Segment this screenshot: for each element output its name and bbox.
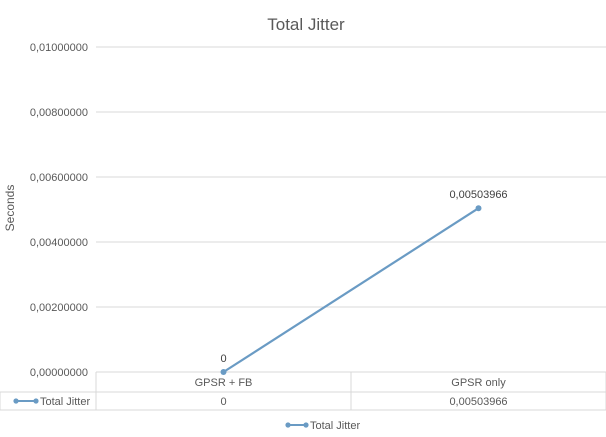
chart-title: Total Jitter xyxy=(267,15,345,34)
data-point xyxy=(475,205,482,212)
y-tick-label: 0,01000000 xyxy=(30,42,88,54)
data-label: 0,00503966 xyxy=(449,189,507,201)
y-tick-label: 0,00600000 xyxy=(30,172,88,184)
legend: Total Jitter xyxy=(285,420,360,432)
y-axis-label: Seconds xyxy=(3,185,17,232)
table-cell-value: 0,00503966 xyxy=(449,396,507,408)
table-legend-key-marker xyxy=(33,398,39,404)
series-line xyxy=(222,207,480,373)
y-tick-label: 0,00000000 xyxy=(30,367,88,379)
gridlines xyxy=(96,46,606,373)
y-tick-label: 0,00800000 xyxy=(30,107,88,119)
data-label: 0 xyxy=(220,353,226,365)
table-legend-key-marker xyxy=(13,398,19,404)
table-cell-value: 0 xyxy=(220,396,226,408)
legend-key-marker xyxy=(303,422,309,428)
legend-entry: Total Jitter xyxy=(310,420,360,432)
y-tick-label: 0,00200000 xyxy=(30,302,88,314)
table-row-label: Total Jitter xyxy=(40,396,90,408)
x-category-label: GPSR + FB xyxy=(195,377,253,389)
series-total-jitter: 0 0,00503966 xyxy=(220,189,508,375)
data-table: GPSR + FB 0 GPSR only 0,00503966 Total Jitte… xyxy=(0,372,606,411)
data-point xyxy=(220,369,227,375)
legend-key-marker xyxy=(285,422,291,428)
y-tick-labels: 0,00000000 0,00200000 0,00400000 0,00600000… xyxy=(30,42,88,379)
y-tick-label: 0,00400000 xyxy=(30,237,88,249)
x-category-label: GPSR only xyxy=(451,377,506,389)
